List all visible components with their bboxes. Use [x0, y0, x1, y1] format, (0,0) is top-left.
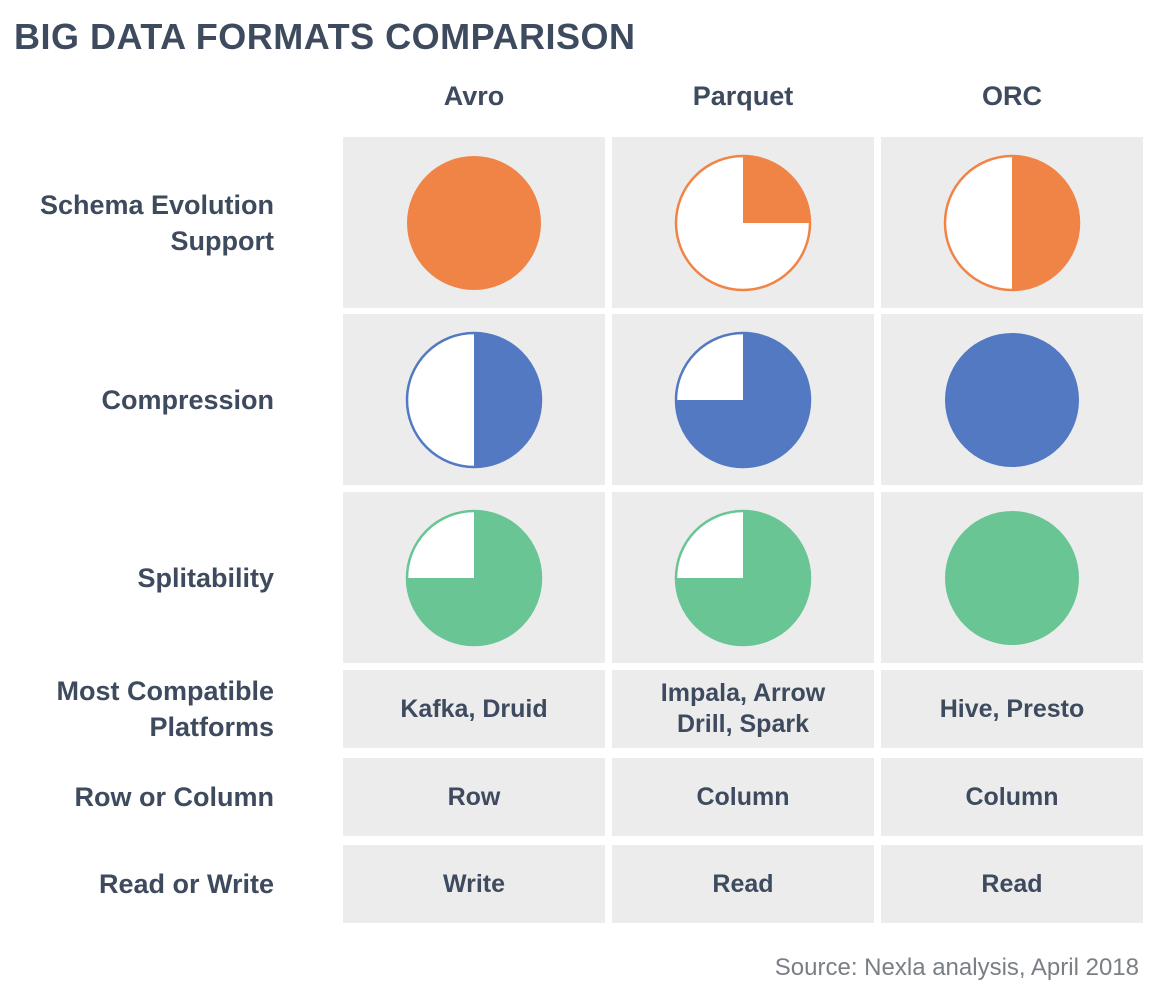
cell-value: Write: [442, 869, 506, 898]
cell-compression-avro: [343, 314, 605, 485]
cell-value: Column: [965, 782, 1059, 811]
row-label-line: Most Compatible: [56, 676, 274, 706]
rating-fill: [743, 155, 810, 223]
cell-read-or-write-parquet: Read: [612, 845, 874, 923]
rating-outline: [943, 154, 1081, 291]
source-note: Source: Nexla analysis, April 2018: [774, 954, 1139, 981]
row-label-compression: Compression: [0, 314, 274, 485]
cell-value: Read: [712, 869, 774, 898]
rating-outline: [674, 154, 812, 291]
harvey-ball: [674, 509, 812, 646]
rating-outline: [405, 331, 543, 468]
row-label-splitability: Splitability: [0, 492, 274, 663]
column-header-orc: ORC: [982, 81, 1042, 111]
rating-fill: [945, 510, 1079, 645]
harvey-ball: [945, 510, 1079, 645]
cell-value: Kafka, Druid: [400, 694, 548, 723]
cell-compression-parquet: [612, 314, 874, 485]
row-label-line: Support: [170, 225, 274, 256]
row-label-line: Read or Write: [98, 869, 274, 899]
rating-fill: [407, 510, 541, 645]
rating-outline: [674, 509, 812, 646]
cell-splitability-avro: [343, 492, 605, 663]
cell-most-compatible-platforms-parquet: Impala, Arrow Drill, Spark: [612, 670, 874, 748]
row-label-most-compatible-platforms: Most Compatible Platforms: [0, 670, 274, 748]
row-label-schema-evolution-support: Schema Evolution Support: [0, 137, 274, 308]
row-label-line: Platforms: [149, 712, 274, 742]
cell-schema-evolution-support-avro: [343, 137, 605, 308]
column-header-parquet: Parquet: [692, 81, 794, 111]
page-title: BIG DATA FORMATS COMPARISON: [14, 16, 636, 57]
cell-schema-evolution-support-orc: [881, 137, 1143, 308]
rating-outline: [674, 331, 812, 468]
harvey-ball: [674, 331, 812, 468]
cell-splitability-orc: [881, 492, 1143, 663]
harvey-ball: [674, 154, 812, 291]
row-label-line: Compression: [101, 384, 274, 415]
rating-fill: [474, 332, 541, 467]
cell-row-or-column-orc: Column: [881, 758, 1143, 836]
rating-fill: [676, 332, 810, 467]
cell-most-compatible-platforms-avro: Kafka, Druid: [343, 670, 605, 748]
cell-value: Column: [696, 782, 790, 811]
cell-value: Drill, Spark: [677, 710, 809, 738]
cell-schema-evolution-support-parquet: [612, 137, 874, 308]
rating-fill: [1012, 155, 1079, 290]
cell-splitability-parquet: [612, 492, 874, 663]
cell-row-or-column-parquet: Column: [612, 758, 874, 836]
cell-read-or-write-avro: Write: [343, 845, 605, 923]
cell-compression-orc: [881, 314, 1143, 485]
rating-fill: [676, 510, 810, 645]
harvey-ball: [405, 331, 543, 468]
cell-value: Impala, Arrow: [660, 679, 826, 707]
cell-value: Read: [981, 869, 1043, 898]
harvey-ball: [943, 154, 1081, 291]
cell-most-compatible-platforms-orc: Hive, Presto: [881, 670, 1143, 748]
row-label-read-or-write: Read or Write: [0, 845, 274, 923]
column-header-avro: Avro: [443, 81, 505, 111]
cell-value: Row: [447, 782, 501, 811]
row-label-line: Row or Column: [74, 782, 274, 812]
harvey-ball: [407, 155, 541, 290]
row-label-line: Splitability: [137, 562, 274, 593]
cell-value: Hive, Presto: [939, 694, 1085, 723]
rating-outline: [405, 509, 543, 646]
harvey-ball: [405, 509, 543, 646]
rating-fill: [945, 332, 1079, 467]
row-label-row-or-column: Row or Column: [0, 758, 274, 836]
cell-read-or-write-orc: Read: [881, 845, 1143, 923]
harvey-ball: [945, 332, 1079, 467]
row-label-line: Schema Evolution: [39, 189, 274, 220]
rating-fill: [407, 155, 541, 290]
cell-row-or-column-avro: Row: [343, 758, 605, 836]
